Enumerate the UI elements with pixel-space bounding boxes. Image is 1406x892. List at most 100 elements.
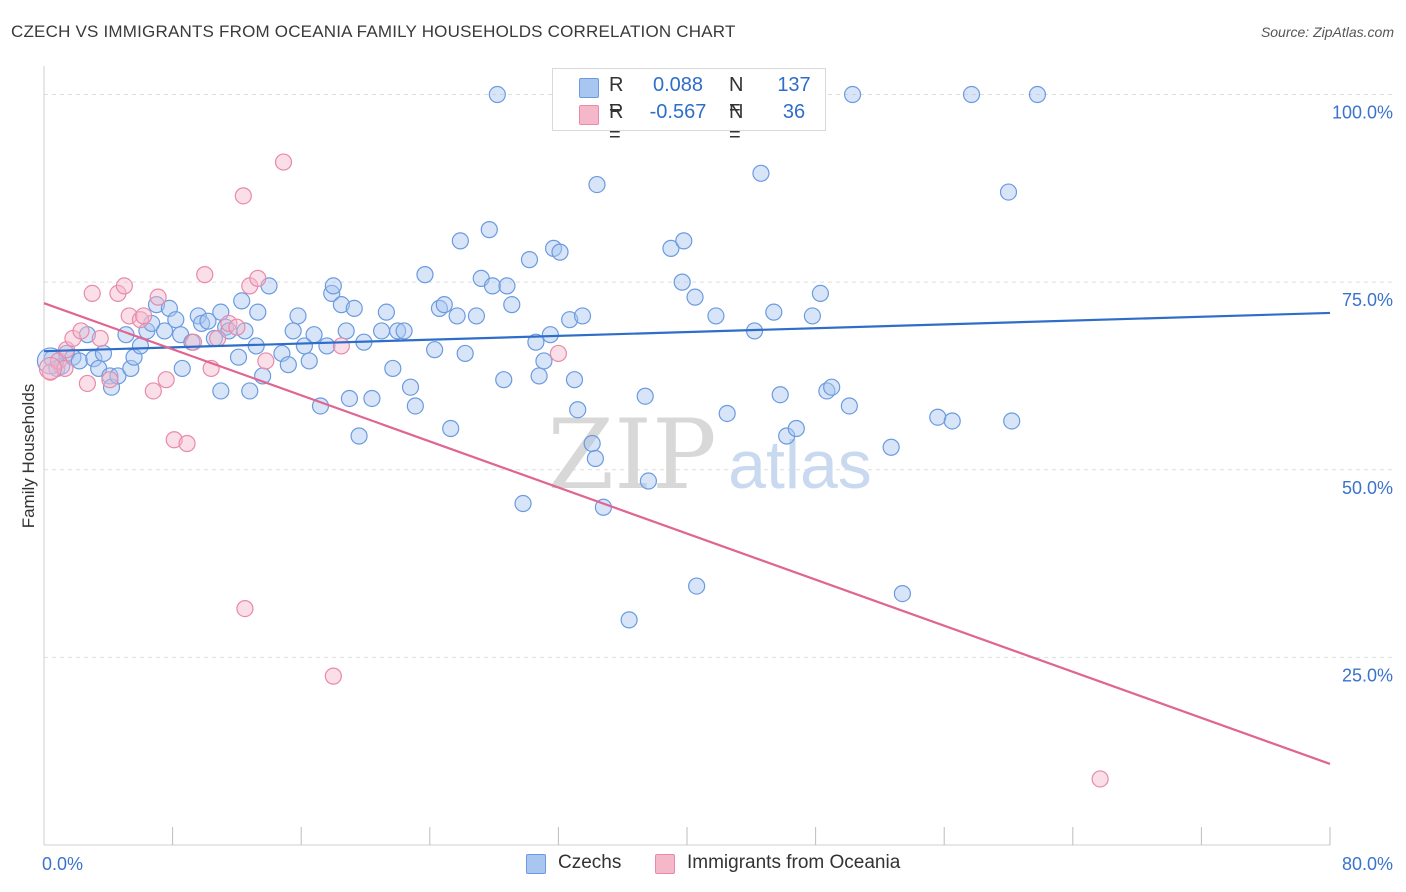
oceania-point bbox=[149, 288, 167, 306]
oceania-point bbox=[135, 307, 153, 325]
czech-point bbox=[305, 326, 323, 344]
y-tick-label: 25.0% bbox=[1342, 665, 1393, 685]
watermark-atlas: atlas bbox=[728, 427, 872, 503]
czech-point bbox=[442, 419, 460, 438]
czech-point bbox=[289, 307, 307, 325]
czech-point bbox=[999, 183, 1018, 201]
czech-point bbox=[752, 164, 770, 182]
correlation-legend: R = 0.088 N = 137 R = -0.567 N = 36 bbox=[552, 68, 826, 146]
czech-point bbox=[173, 359, 191, 378]
oceania-point bbox=[249, 269, 267, 287]
czech-point bbox=[284, 322, 302, 340]
czech-point bbox=[241, 382, 259, 400]
series-oceania bbox=[38, 153, 1109, 788]
czech-point bbox=[527, 333, 545, 351]
czech-point bbox=[233, 292, 251, 310]
czech-point bbox=[893, 584, 912, 603]
czech-point bbox=[811, 284, 830, 302]
czech-point bbox=[318, 337, 336, 355]
czech-point bbox=[962, 85, 981, 104]
oceania-point bbox=[220, 314, 238, 333]
czech-point bbox=[707, 307, 725, 325]
oceania-point bbox=[115, 277, 133, 295]
czech-point bbox=[435, 296, 453, 314]
czech-point bbox=[636, 387, 654, 405]
oceania-point bbox=[324, 667, 342, 685]
czech-point bbox=[675, 232, 693, 250]
czech-point bbox=[551, 243, 569, 261]
chart-title: CZECH VS IMMIGRANTS FROM OCEANIA FAMILY … bbox=[11, 22, 736, 41]
czech-point bbox=[199, 312, 217, 330]
czech-point bbox=[480, 221, 498, 239]
legend-n-label: N = bbox=[729, 74, 744, 119]
oceania-point bbox=[38, 356, 63, 381]
legend-r-value: -0.567 bbox=[649, 101, 707, 123]
czech-point bbox=[340, 389, 359, 408]
czech-point bbox=[535, 352, 553, 370]
oceania-point bbox=[236, 599, 254, 618]
czech-point bbox=[1028, 85, 1047, 104]
czech-point bbox=[448, 307, 466, 325]
czech-point bbox=[514, 494, 532, 513]
czech-point bbox=[765, 303, 783, 321]
y-tick-label: 50.0% bbox=[1342, 478, 1393, 498]
grid bbox=[44, 94, 1392, 658]
czech-point bbox=[686, 288, 704, 306]
czech-point bbox=[565, 371, 584, 389]
czech-point bbox=[673, 273, 691, 291]
czech-point bbox=[803, 307, 821, 325]
czech-point bbox=[377, 303, 395, 321]
oceania-point bbox=[91, 329, 109, 348]
czech-point bbox=[467, 307, 486, 325]
czech-point bbox=[167, 311, 185, 329]
oceania-point bbox=[178, 434, 196, 453]
czech-point bbox=[530, 367, 548, 385]
trend-lines bbox=[43, 302, 1331, 765]
czech-point bbox=[451, 232, 469, 250]
czech-point bbox=[586, 449, 604, 468]
x-tick-label: 80.0% bbox=[1342, 854, 1393, 874]
oceania-point bbox=[157, 371, 175, 389]
legend-r-label: R = bbox=[609, 74, 624, 119]
czech-point bbox=[401, 378, 420, 396]
y-tick-label: 75.0% bbox=[1342, 290, 1393, 310]
czech-point bbox=[561, 311, 579, 329]
oceania-point bbox=[257, 352, 275, 370]
czech-point bbox=[122, 359, 140, 378]
oceania-point bbox=[209, 329, 227, 348]
oceania-point bbox=[101, 371, 119, 389]
czech-point bbox=[688, 577, 706, 595]
czech-point bbox=[384, 359, 402, 378]
czech-point bbox=[787, 419, 805, 438]
czech-point bbox=[324, 277, 342, 295]
czech-point bbox=[94, 344, 113, 363]
czech-point bbox=[337, 322, 355, 340]
czech-point bbox=[1003, 412, 1021, 430]
series-czechs bbox=[36, 85, 1047, 629]
czech-point bbox=[70, 352, 88, 370]
czech-point bbox=[569, 401, 587, 419]
y-axis-label: Family Households bbox=[19, 384, 38, 529]
czech-point bbox=[372, 322, 391, 340]
czech-point bbox=[843, 85, 862, 104]
trend-line-czechs bbox=[43, 311, 1331, 353]
oceania-point bbox=[165, 431, 183, 449]
czech-point bbox=[456, 344, 474, 363]
czech-point bbox=[588, 175, 606, 194]
czech-point bbox=[363, 389, 381, 408]
legend-n-value: 36 bbox=[782, 101, 806, 123]
czech-point bbox=[300, 352, 318, 370]
czech-point bbox=[155, 322, 174, 340]
legend-swatch-czechs bbox=[526, 854, 546, 874]
axes bbox=[43, 66, 1331, 846]
czech-point bbox=[212, 382, 230, 400]
czech-point bbox=[395, 322, 413, 340]
czech-point bbox=[662, 239, 680, 257]
x-tick-label: 0.0% bbox=[42, 854, 83, 874]
legend-swatch-czechs bbox=[579, 78, 599, 98]
oceania-point bbox=[234, 187, 252, 205]
oceania-point bbox=[78, 374, 97, 393]
oceania-point bbox=[120, 307, 138, 325]
oceania-point bbox=[83, 284, 101, 302]
legend-swatch-oceania bbox=[579, 105, 599, 125]
